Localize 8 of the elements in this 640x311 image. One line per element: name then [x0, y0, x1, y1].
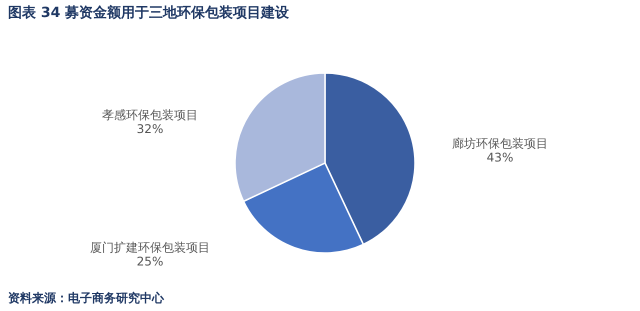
slice-label: 厦门扩建环保包装项目 [90, 240, 210, 255]
chart-title: 图表 34 募资金额用于三地环保包装项目建设 [8, 4, 290, 21]
data-label: 43% [486, 150, 514, 164]
slice-label: 廊坊环保包装项目 [452, 136, 548, 150]
slice-label: 孝感环保包装项目 [102, 108, 198, 122]
text: 资料来源：电子商务研究中心 [8, 291, 165, 305]
data-label: 32% [136, 122, 164, 136]
data-label: 25% [136, 254, 164, 269]
